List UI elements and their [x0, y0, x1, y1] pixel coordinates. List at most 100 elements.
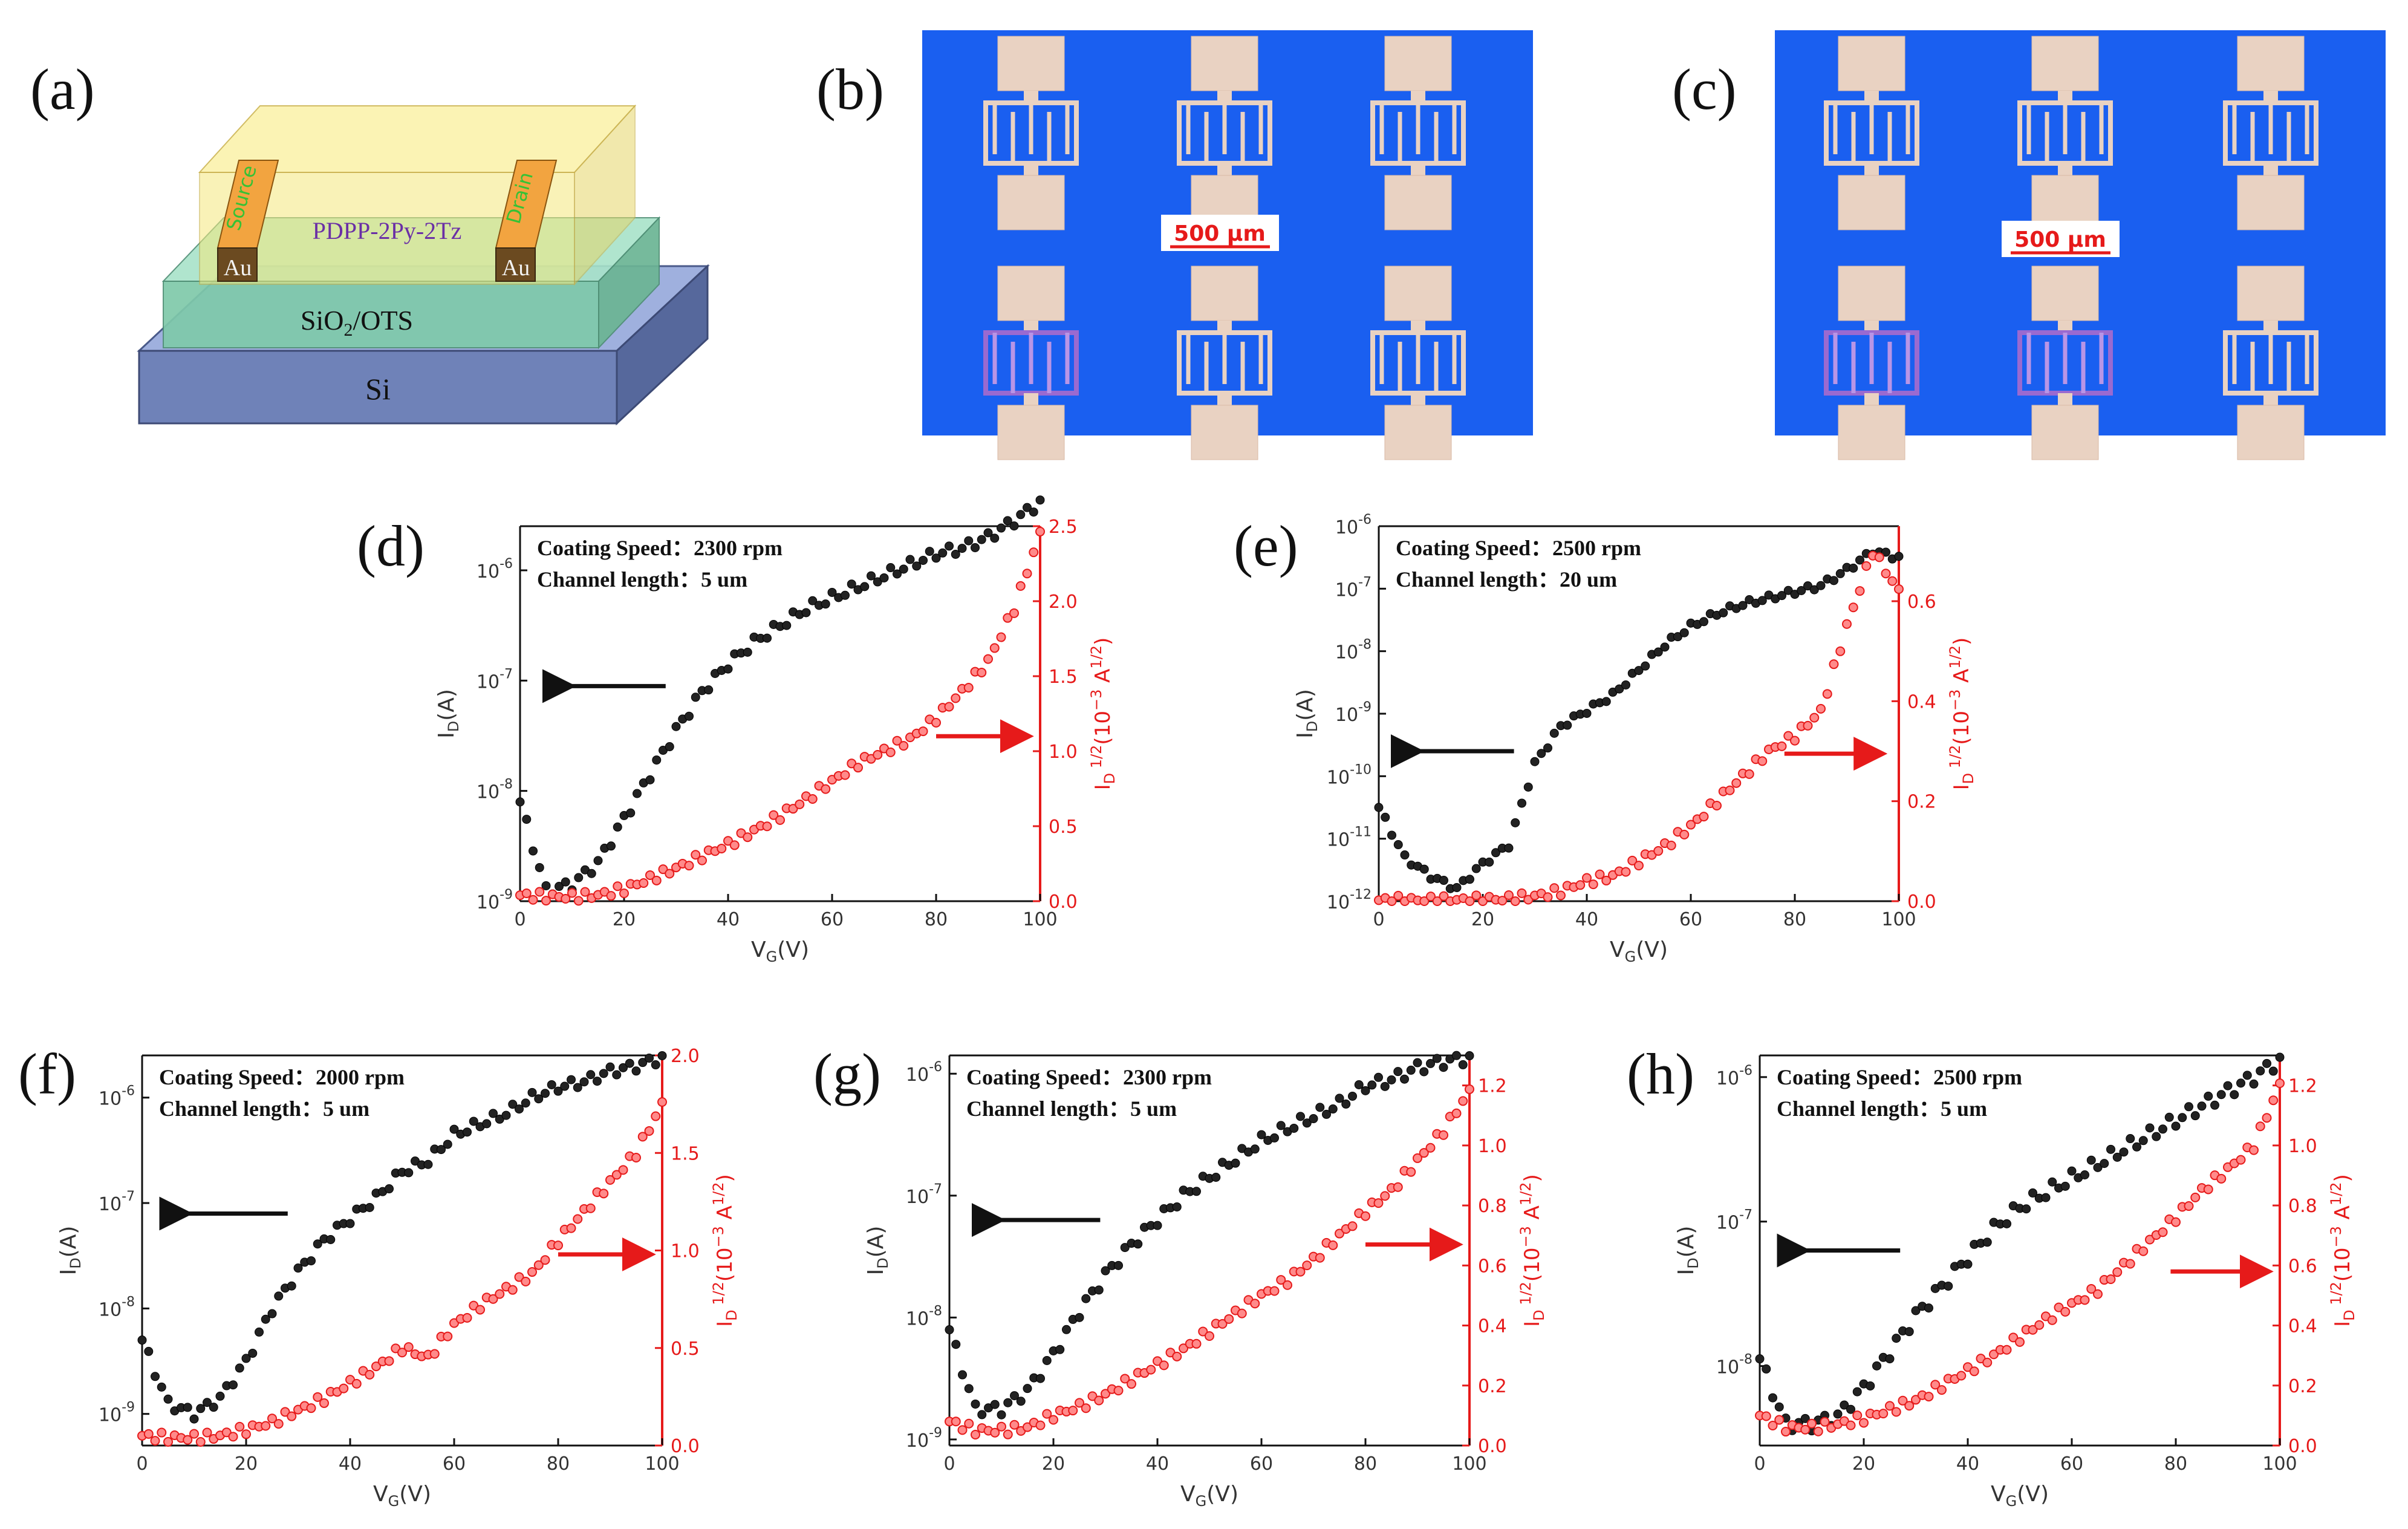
- chart-g-sqrt-id-point: [1425, 1143, 1436, 1153]
- chart-f-id-point: [527, 1087, 537, 1097]
- panel-a: (a) Si SiO2/OTS Source Au Drain Au PDPP-…: [30, 57, 710, 426]
- chart-g-sqrt-id-point: [1224, 1314, 1234, 1324]
- chart-g-sqrt-id-point: [1075, 1398, 1084, 1408]
- chart-f-id-point: [267, 1309, 277, 1319]
- chart-e-id-point: [1634, 666, 1644, 676]
- chart-d-id-point: [541, 881, 551, 890]
- chart-f-sqrt-id-point: [443, 1331, 453, 1342]
- panel-label-g: (g): [813, 1042, 881, 1106]
- chart-f-id-point: [248, 1348, 258, 1358]
- chart-f-sqrt-id-point: [527, 1267, 537, 1277]
- chart-e-sqrt-id-point: [1582, 873, 1592, 883]
- chart-g-sqrt-id-point: [1380, 1191, 1390, 1201]
- chart-g-id-point: [1081, 1294, 1091, 1303]
- chart-h-left-tick-label: 10-8: [1716, 1352, 1752, 1378]
- chart-e-id-point: [1517, 798, 1526, 808]
- chart-d-id-point: [801, 608, 811, 618]
- chart-g-sqrt-id-point: [1049, 1415, 1058, 1425]
- chart-f-x-label: VG(V): [373, 1482, 431, 1510]
- devices-b-bottom-0-lead-top: [1024, 321, 1038, 333]
- chart-g-id-point: [971, 1399, 980, 1409]
- chart-e-x-tick-label: 80: [1783, 909, 1806, 930]
- chart-g-sqrt-id-point: [951, 1417, 961, 1427]
- chart-e-id-point: [1738, 601, 1748, 610]
- chart-g-right-tick-label: 0.0: [1478, 1436, 1507, 1457]
- chart-e-sqrt-id-point: [1543, 892, 1553, 902]
- scale-bar-box-c: [2002, 221, 2120, 257]
- chart-e-sqrt-id-point: [1712, 801, 1722, 811]
- chart-e-annotation-speed: Coating Speed：2500 rpm: [1396, 536, 1641, 560]
- chart-h-id-point: [2080, 1170, 2089, 1179]
- dielectric-label: SiO2/OTS: [301, 305, 413, 340]
- chart-h-sqrt-id-point: [2054, 1302, 2064, 1312]
- chart-e-id-point: [1400, 850, 1410, 860]
- chart-g-sqrt-id-point: [1172, 1351, 1182, 1361]
- chart-h-sqrt-id-point: [1898, 1395, 1908, 1406]
- chart-e-id-point: [1855, 555, 1864, 565]
- chart-f-id-point: [501, 1110, 511, 1120]
- chart-h-annotation-length: Channel length：5 um: [1777, 1097, 1987, 1121]
- chart-g-sqrt-id-point: [1035, 1420, 1046, 1430]
- chart-h-sqrt-id-point: [2015, 1337, 2025, 1347]
- chart-e-id-point: [1641, 661, 1650, 671]
- chart-g-id-point: [1062, 1325, 1071, 1334]
- chart-g-right-tick-label: 0.6: [1478, 1256, 1507, 1277]
- devices-c-bottom-1-pad-top: [2031, 266, 2099, 321]
- chart-e-sqrt-id-point: [1757, 756, 1768, 766]
- chart-e-sqrt-id-point: [1549, 883, 1560, 893]
- chart-h-sqrt-id-point: [1800, 1424, 1811, 1435]
- chart-h-id-point: [1852, 1387, 1862, 1397]
- chart-g-id-point: [1257, 1130, 1266, 1139]
- chart-h-sqrt-id-point: [2171, 1217, 2181, 1227]
- chart-h-id-point: [2178, 1113, 2187, 1123]
- chart-e-sqrt-id-point: [1478, 896, 1488, 906]
- chart-h-sqrt-id-point: [1859, 1418, 1869, 1428]
- chart-g-x-tick-label: 20: [1042, 1453, 1065, 1475]
- chart-e-sqrt-id-point: [1510, 896, 1520, 906]
- chart-d-sqrt-id-point: [567, 888, 577, 898]
- chart-e-left-tick-label: 10-8: [1335, 637, 1372, 663]
- chart-g-id-point: [1010, 1391, 1019, 1401]
- chart-g-sqrt-id-point: [1276, 1275, 1286, 1285]
- chart-g-id-point: [1367, 1080, 1377, 1090]
- chart-f-id-point: [307, 1256, 316, 1266]
- chart-e-sqrt-id-point: [1471, 890, 1482, 901]
- chart-h-x-tick-label: 40: [1956, 1453, 1979, 1475]
- chart-f-id-point: [612, 1070, 622, 1080]
- chart-d-sqrt-id-point: [821, 784, 831, 794]
- chart-g-right-tick-label: 0.8: [1478, 1196, 1507, 1217]
- chart-e-sqrt-id-point: [1881, 569, 1891, 579]
- chart-h-id-point: [1892, 1334, 1901, 1343]
- chart-d-id-point: [990, 533, 1000, 543]
- chart-d-id-point: [971, 543, 980, 552]
- chart-g-left-label: ID(A): [864, 1226, 891, 1276]
- chart-g-id-point: [1426, 1058, 1435, 1068]
- chart-g-sqrt-id-point: [1283, 1280, 1292, 1290]
- chart-e-id-point: [1809, 585, 1819, 595]
- chart-e-id-point: [1816, 581, 1826, 590]
- chart-d-sqrt-id-point: [743, 832, 753, 843]
- devices-c-top-0-pad-bottom: [1838, 175, 1905, 230]
- chart-d-id-point: [886, 563, 896, 573]
- chart-e-left-tick-label: 10-12: [1327, 887, 1372, 913]
- chart-h-sqrt-id-point: [1820, 1417, 1830, 1427]
- chart-h-id-point: [2204, 1091, 2213, 1101]
- chart-g-id-point: [1458, 1060, 1468, 1069]
- chart-d-left-tick-label: 10-8: [477, 777, 513, 803]
- chart-d-sqrt-id-point: [658, 864, 668, 875]
- chart-g-sqrt-id-point: [1205, 1331, 1214, 1341]
- chart-f-id-point: [605, 1062, 615, 1072]
- chart-h-id-point: [2022, 1204, 2031, 1214]
- chart-d-sqrt-id-point: [684, 861, 694, 871]
- chart-g-sqrt-id-point: [1068, 1406, 1078, 1416]
- chart-f-id-point: [151, 1372, 160, 1381]
- chart-d-id-point: [867, 571, 876, 581]
- chart-g-left-tick-label: 10-9: [906, 1426, 942, 1452]
- chart-h-sqrt-id-point: [2275, 1078, 2285, 1088]
- chart-h-sqrt-id-point: [1969, 1366, 1979, 1377]
- chart-g-id-point: [1023, 1384, 1032, 1394]
- chart-e-x-tick-label: 0: [1373, 909, 1384, 930]
- chart-g-x-tick-label: 60: [1250, 1453, 1273, 1475]
- chart-g-id-point: [1036, 1374, 1045, 1383]
